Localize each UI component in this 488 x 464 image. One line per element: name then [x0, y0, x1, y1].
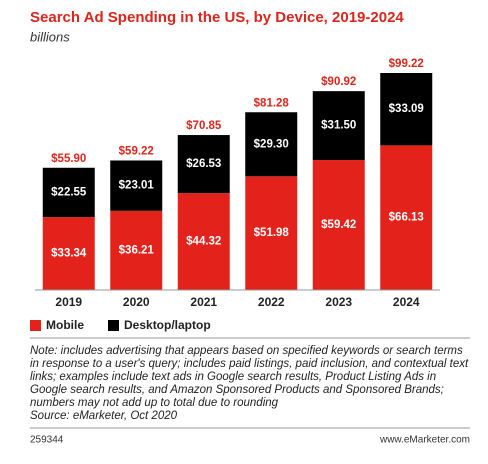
bar-segment — [380, 73, 433, 146]
bar-segment — [380, 145, 433, 290]
x-tick-label: 2020 — [123, 295, 150, 309]
bar-segment — [312, 91, 365, 161]
bar-segment — [245, 176, 298, 290]
value-label: $44.32 — [186, 236, 221, 248]
value-label: $22.55 — [51, 186, 87, 198]
total-label: $55.90 — [51, 153, 86, 165]
bar-segment — [42, 217, 95, 290]
value-label: $66.13 — [389, 212, 424, 224]
legend-swatch — [108, 320, 119, 331]
total-label: $90.92 — [321, 76, 356, 88]
note-text: Note: includes advertising that appears … — [30, 345, 469, 409]
chart-id: 259344 — [30, 435, 64, 446]
site: www.eMarketer.com — [379, 435, 470, 446]
total-label: $59.22 — [119, 146, 154, 158]
bar-segment — [42, 167, 95, 218]
total-label: $81.28 — [254, 97, 290, 109]
bar-segment — [110, 210, 163, 290]
bar-segment — [110, 160, 163, 211]
x-tick-label: 2019 — [55, 295, 82, 309]
x-tick-label: 2023 — [325, 295, 352, 309]
legend-label: Mobile — [46, 318, 84, 332]
value-label: $31.50 — [321, 120, 356, 132]
bar-segment — [312, 160, 365, 290]
value-label: $51.98 — [254, 227, 290, 239]
x-tick-label: 2021 — [190, 295, 217, 309]
total-label: $70.85 — [186, 120, 222, 132]
x-tick-label: 2024 — [393, 295, 420, 309]
value-label: $26.53 — [186, 158, 221, 170]
bar-segment — [245, 112, 298, 177]
chart-title: Search Ad Spending in the US, by Device,… — [30, 9, 404, 26]
chart-subtitle: billions — [30, 29, 70, 44]
note: Note: includes advertising that appears … — [30, 345, 470, 423]
bar-segment — [177, 193, 230, 290]
bar-segment — [177, 135, 230, 194]
value-label: $29.30 — [254, 138, 289, 150]
total-label: $99.22 — [389, 58, 424, 70]
value-label: $36.21 — [119, 244, 155, 256]
value-label: $23.01 — [119, 180, 155, 192]
value-label: $59.42 — [321, 219, 356, 231]
legend-swatch — [30, 320, 41, 331]
value-label: $33.09 — [389, 103, 424, 115]
legend-label: Desktop/laptop — [124, 318, 211, 332]
x-tick-label: 2022 — [258, 295, 285, 309]
value-label: $33.34 — [51, 248, 87, 260]
source: Source: eMarketer, Oct 2020 — [30, 410, 178, 422]
